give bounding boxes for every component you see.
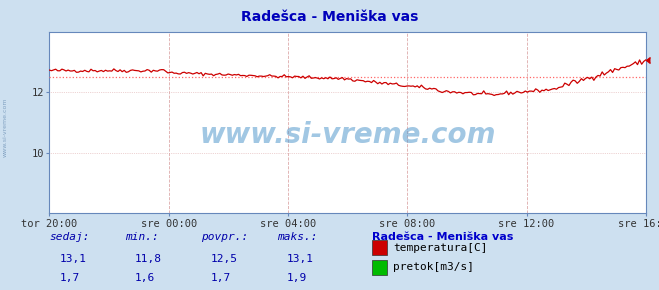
Text: povpr.:: povpr.: <box>201 232 248 242</box>
Text: maks.:: maks.: <box>277 232 317 242</box>
Text: 1,7: 1,7 <box>59 273 80 283</box>
Text: www.si-vreme.com: www.si-vreme.com <box>3 98 8 157</box>
Text: min.:: min.: <box>125 232 159 242</box>
Text: 1,9: 1,9 <box>287 273 307 283</box>
Text: 1,6: 1,6 <box>135 273 156 283</box>
Text: 11,8: 11,8 <box>135 254 162 264</box>
Text: 13,1: 13,1 <box>287 254 314 264</box>
Text: temperatura[C]: temperatura[C] <box>393 243 488 253</box>
Text: sedaj:: sedaj: <box>49 232 90 242</box>
Text: www.si-vreme.com: www.si-vreme.com <box>200 121 496 149</box>
Text: 13,1: 13,1 <box>59 254 86 264</box>
Text: pretok[m3/s]: pretok[m3/s] <box>393 262 474 272</box>
Text: Radešca - Meniška vas: Radešca - Meniška vas <box>241 10 418 24</box>
Text: 1,7: 1,7 <box>211 273 231 283</box>
Text: 12,5: 12,5 <box>211 254 238 264</box>
Text: Radešca - Meniška vas: Radešca - Meniška vas <box>372 232 514 242</box>
